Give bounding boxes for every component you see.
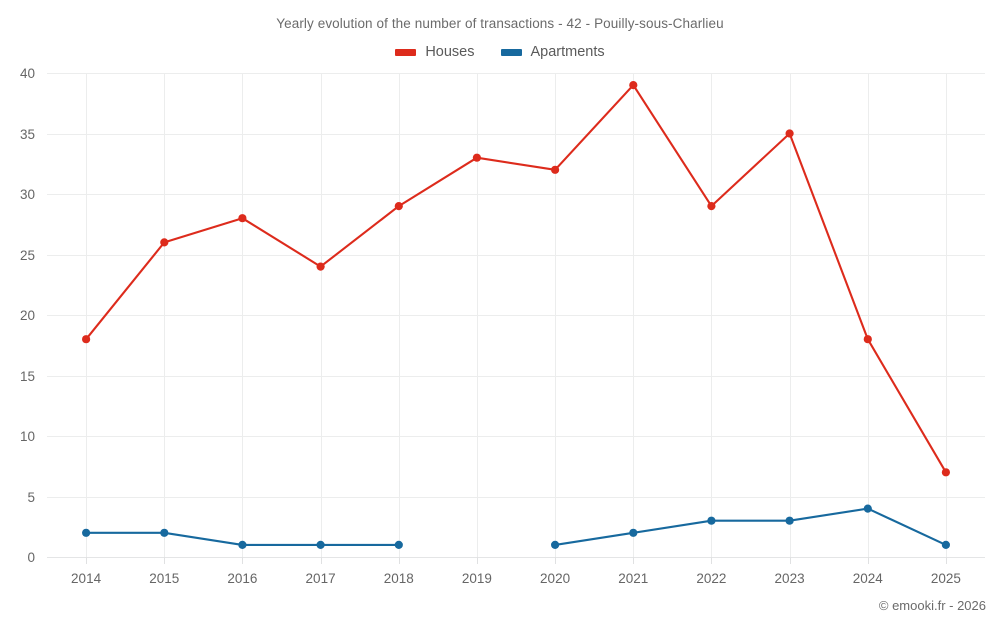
series-data-point[interactable] [941,540,951,550]
y-axis-tick-label: 40 [20,66,35,81]
series-data-point[interactable] [238,214,247,223]
x-axis-tick-label: 2021 [618,571,648,586]
x-axis-tick-label: 2024 [853,571,884,586]
y-axis-tick-label: 15 [20,369,35,384]
series-data-point[interactable] [629,528,638,537]
x-axis-tick-label: 2015 [149,571,179,586]
y-axis-tick-label: 35 [20,127,35,142]
series-data-point[interactable] [82,335,91,344]
series-data-point[interactable] [629,81,638,90]
series-data-point[interactable] [316,540,325,550]
series-data-point[interactable] [160,528,169,537]
series-houses [82,81,951,477]
legend-item-apartments[interactable]: Apartments [500,44,605,60]
series-data-point[interactable] [785,516,794,525]
y-axis-tick-label: 20 [20,308,35,323]
x-axis-tick-label: 2025 [931,571,961,586]
x-axis-tick-label: 2019 [462,571,492,586]
series-data-point[interactable] [238,540,247,550]
series-data-point[interactable] [863,504,872,513]
series-data-point[interactable] [394,202,403,211]
series-apartments [82,504,951,550]
series-data-point[interactable] [707,516,716,525]
series-data-point[interactable] [707,202,716,211]
x-axis-tick-label: 2018 [384,571,414,586]
series-data-point[interactable] [82,528,91,537]
x-axis-tick-label: 2017 [306,571,336,586]
series-data-point[interactable] [863,335,872,344]
x-axis-tick-label: 2023 [775,571,805,586]
chart-title: Yearly evolution of the number of transa… [276,16,724,31]
x-axis-tick-label: 2022 [696,571,726,586]
series-data-point[interactable] [551,165,560,174]
series-data-point[interactable] [160,238,169,247]
y-axis-tick-label: 5 [27,490,35,505]
x-axis-tick-label: 2016 [227,571,257,586]
series-data-point[interactable] [941,468,951,477]
series-data-point[interactable] [472,153,481,162]
series-data-point[interactable] [316,262,325,271]
legend-label-houses: Houses [425,44,475,60]
legend-label-apartments: Apartments [530,44,605,60]
legend-swatch-houses [395,48,417,56]
y-axis-tick-label: 10 [20,429,35,444]
series-line [554,507,947,546]
series-line [85,84,947,474]
legend-swatch-apartments [500,48,522,56]
legend-item-houses[interactable]: Houses [395,44,475,60]
copyright-credit: © emooki.fr - 2026 [878,598,986,613]
chart-legend: Houses Apartments [0,45,1000,60]
series-data-point[interactable] [785,129,794,138]
x-axis-tick-label: 2020 [540,571,570,586]
series-data-point[interactable] [551,540,560,550]
y-axis-tick-label: 25 [20,248,35,263]
y-axis-tick-label: 0 [27,550,35,565]
y-axis-tick-label: 30 [20,187,35,202]
series-data-point[interactable] [394,540,403,550]
x-axis-tick-label: 2014 [71,571,102,586]
